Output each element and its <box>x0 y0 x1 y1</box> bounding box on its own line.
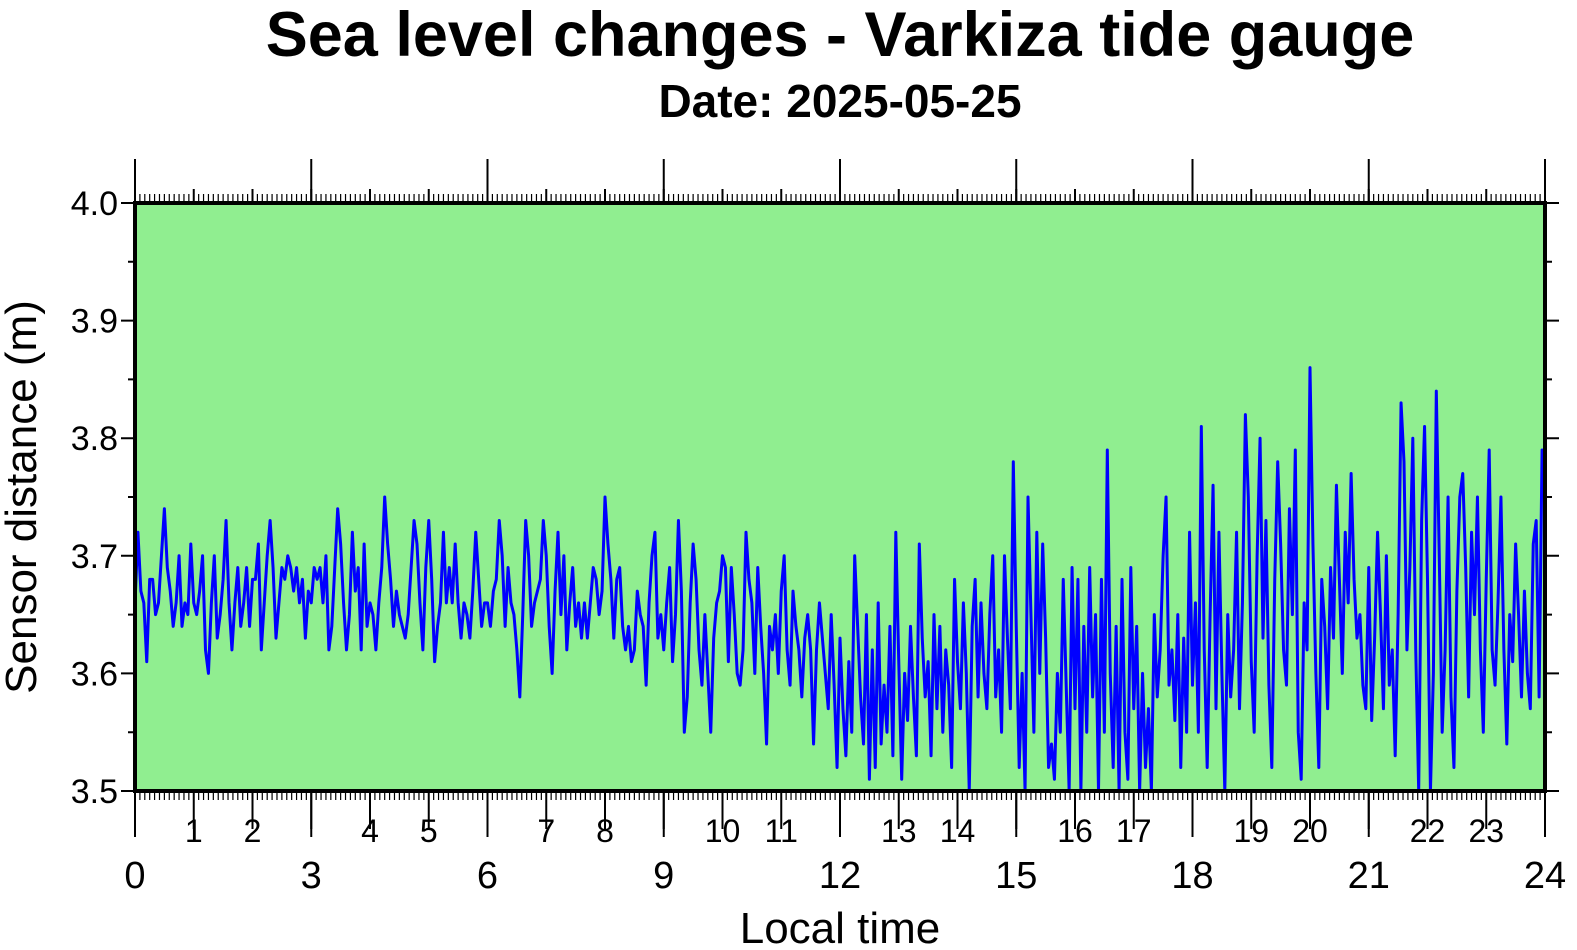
y-tick-label: 4.0 <box>71 185 118 223</box>
sea-level-series-line <box>133 366 1547 793</box>
x-hour-tick-label: 17 <box>1116 813 1152 849</box>
x-hour-tick-label: 13 <box>881 813 917 849</box>
x-hour-tick-label: 7 <box>537 813 555 849</box>
x-hour-tick-label: 23 <box>1468 813 1504 849</box>
x-major-tick-label: 6 <box>477 855 498 897</box>
x-major-tick-label: 3 <box>301 855 322 897</box>
x-hour-tick-label: 5 <box>420 813 438 849</box>
x-hour-tick-label: 20 <box>1292 813 1328 849</box>
x-major-tick-label: 12 <box>819 855 861 897</box>
x-major-tick-label: 15 <box>995 855 1037 897</box>
chart-title: Sea level changes - Varkiza tide gauge <box>266 0 1415 70</box>
y-tick-label: 3.9 <box>71 303 118 341</box>
x-hour-tick-label: 11 <box>765 813 798 849</box>
plot-frame <box>133 201 1547 793</box>
x-hour-tick-label: 4 <box>361 813 379 849</box>
y-tick-label: 3.8 <box>71 420 118 458</box>
x-hour-tick-label: 1 <box>185 813 203 849</box>
x-major-tick-label: 24 <box>1524 855 1566 897</box>
data-line-layer <box>133 366 1547 793</box>
x-major-ticks <box>134 159 1546 837</box>
x-tick-labels: 0 3 6 9 12 15 18 21 241 2 4 5 7 8 10 11 13 14 16 17 19 20 22 23 <box>124 813 1566 897</box>
x-hour-tick-label: 14 <box>940 813 976 849</box>
x-major-tick-label: 0 <box>124 855 145 897</box>
y-major-ticks <box>121 202 1559 792</box>
x-hour-tick-label: 2 <box>244 813 262 849</box>
x-major-tick-label: 9 <box>653 855 674 897</box>
y-tick-label: 3.7 <box>71 538 118 576</box>
y-minor-ticks <box>128 260 1552 734</box>
x-major-tick-label: 18 <box>1171 855 1213 897</box>
x-hour-tick-label: 10 <box>705 813 741 849</box>
x-axis-label: Local time <box>740 904 941 950</box>
x-hour-tick-label: 16 <box>1057 813 1093 849</box>
y-tick-label: 3.6 <box>71 655 118 693</box>
y-axis-label: Sensor distance (m) <box>0 300 46 694</box>
y-tick-labels: 3.5 3.6 3.7 3.8 3.9 4.0 <box>71 185 118 811</box>
x-hour-tick-label: 8 <box>596 813 614 849</box>
y-tick-label: 3.5 <box>71 773 118 811</box>
axis-ticks <box>121 159 1559 837</box>
x-hour-tick-label: 19 <box>1233 813 1269 849</box>
chart-subtitle: Date: 2025-05-25 <box>658 75 1021 127</box>
x-major-tick-label: 21 <box>1348 855 1390 897</box>
x-hour-tick-label: 22 <box>1410 813 1446 849</box>
